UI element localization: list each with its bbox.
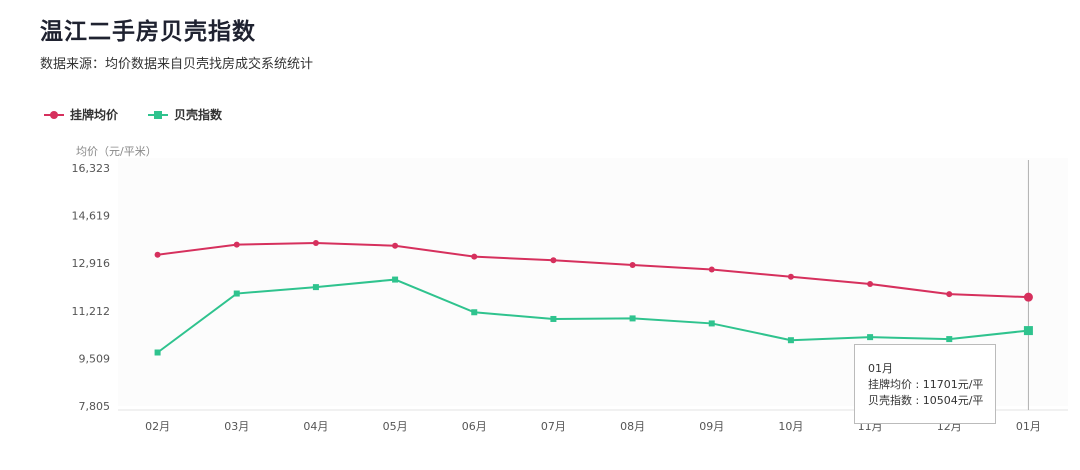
y-tick-label: 7,805 (79, 400, 111, 413)
legend-label-index: 贝壳指数 (174, 108, 223, 122)
legend: 挂牌均价 贝壳指数 (44, 106, 222, 123)
legend-item-listing[interactable]: 挂牌均价 (44, 106, 118, 123)
x-tick-label: 05月 (383, 420, 408, 433)
tooltip-header: 01月 (868, 362, 893, 375)
x-tick-label: 02月 (145, 420, 170, 433)
legend-item-index[interactable]: 贝壳指数 (148, 106, 222, 123)
data-point-listing (787, 273, 794, 280)
data-point-listing (550, 257, 557, 264)
legend-label-listing: 挂牌均价 (70, 108, 119, 122)
x-tick-label: 06月 (462, 420, 487, 433)
x-tick-label: 04月 (303, 420, 328, 433)
legend-swatch-listing (44, 110, 64, 120)
data-point-listing (233, 241, 240, 248)
tooltip: 01月 挂牌均价 : 11701元/平 贝壳指数 : 10504元/平 (854, 344, 996, 424)
tooltip-line-listing: 挂牌均价 : 11701元/平 (868, 378, 984, 391)
data-point-index (550, 315, 557, 322)
data-point-index (392, 276, 399, 283)
chart-subtitle: 数据来源：均价数据来自贝壳找房成交系统统计 (40, 57, 314, 72)
series-line-index (156, 278, 1029, 354)
data-point-listing (1023, 292, 1033, 302)
y-tick-label: 9,509 (79, 352, 111, 365)
data-point-listing (708, 266, 715, 273)
x-tick-label: 10月 (778, 420, 803, 433)
legend-swatch-index (148, 110, 169, 120)
data-point-index (629, 315, 636, 322)
y-tick-label: 16,323 (72, 162, 111, 175)
data-point-listing (312, 239, 319, 246)
data-point-listing (867, 281, 874, 288)
y-tick-label: 11,212 (72, 305, 111, 318)
data-point-index (312, 284, 319, 291)
x-tick-label: 07月 (541, 420, 566, 433)
data-point-index (867, 334, 874, 341)
x-tick-label: 09月 (699, 420, 724, 433)
series-line-listing (157, 241, 1029, 299)
data-point-index (708, 320, 715, 327)
x-tick-label: 01月 (1016, 420, 1041, 433)
data-point-index (1023, 326, 1033, 336)
y-axis-unit-label: 均价（元/平米） (76, 145, 157, 158)
data-point-index (471, 309, 478, 316)
y-tick-label: 14,619 (72, 210, 111, 223)
data-point-index (154, 349, 161, 356)
data-point-index (787, 337, 794, 344)
data-point-listing (471, 253, 478, 260)
data-point-listing (629, 262, 636, 269)
data-point-index (233, 290, 240, 297)
data-point-listing (154, 251, 161, 258)
x-tick-label: 08月 (620, 420, 645, 433)
y-tick-label: 12,916 (72, 257, 111, 270)
data-point-index (946, 336, 953, 343)
data-point-listing (946, 291, 953, 298)
tooltip-line-index: 贝壳指数 : 10504元/平 (868, 394, 984, 407)
x-tick-label: 03月 (224, 420, 249, 433)
data-point-listing (392, 242, 399, 249)
chart-title: 温江二手房贝壳指数 (40, 19, 256, 45)
